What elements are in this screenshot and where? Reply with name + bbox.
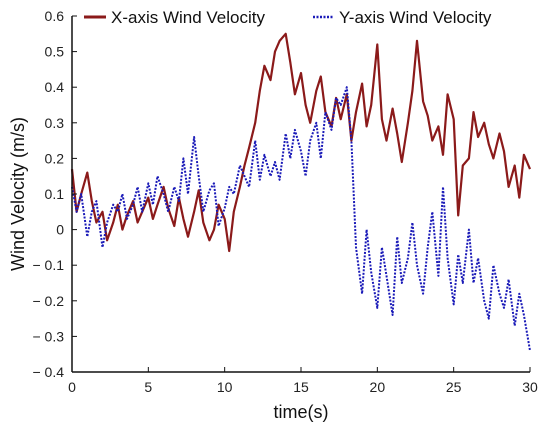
legend-label-y-axis: Y-axis Wind Velocity <box>339 8 492 27</box>
x-ticks: 0 5 10 15 20 25 30 <box>68 367 538 395</box>
series-line-x-axis-wind-velocity <box>70 32 532 253</box>
x-tick-label: 25 <box>446 379 462 395</box>
x-axis-title: time(s) <box>274 402 329 422</box>
x-tick-label: 30 <box>522 379 538 395</box>
y-tick-label: 0.2 <box>45 150 65 166</box>
x-tick-label: 0 <box>68 379 76 395</box>
y-tick-label: − 0.2 <box>32 293 64 309</box>
x-tick-label: 10 <box>217 379 233 395</box>
y-tick-label: 0.5 <box>45 44 65 60</box>
series-line-y-axis-wind-velocity <box>71 86 531 351</box>
series-layer <box>70 32 532 351</box>
y-tick-label: 0.1 <box>45 186 65 202</box>
axes-layer: 0 5 10 15 20 25 30 − 0.4 − 0.3 − 0.2 − 0.1 0 0.1 0.2… <box>32 8 538 395</box>
y-tick-label: − 0.1 <box>32 257 64 273</box>
y-tick-label: 0.3 <box>45 115 65 131</box>
y-tick-label: − 0.4 <box>32 364 64 380</box>
y-axis-title: Wind Velocity (m/s) <box>8 117 28 271</box>
y-tick-label: 0 <box>56 222 64 238</box>
legend-label-x-axis: X-axis Wind Velocity <box>111 8 265 27</box>
legend: X-axis Wind Velocity Y-axis Wind Velocit… <box>84 8 492 27</box>
x-tick-label: 15 <box>293 379 309 395</box>
y-tick-label: 0.6 <box>45 8 65 24</box>
x-tick-label: 20 <box>370 379 386 395</box>
y-ticks: − 0.4 − 0.3 − 0.2 − 0.1 0 0.1 0.2 0.3 0.4 0.5 0.6 <box>32 8 77 380</box>
y-tick-label: 0.4 <box>45 79 65 95</box>
x-tick-label: 5 <box>144 379 152 395</box>
y-tick-label: − 0.3 <box>32 328 64 344</box>
